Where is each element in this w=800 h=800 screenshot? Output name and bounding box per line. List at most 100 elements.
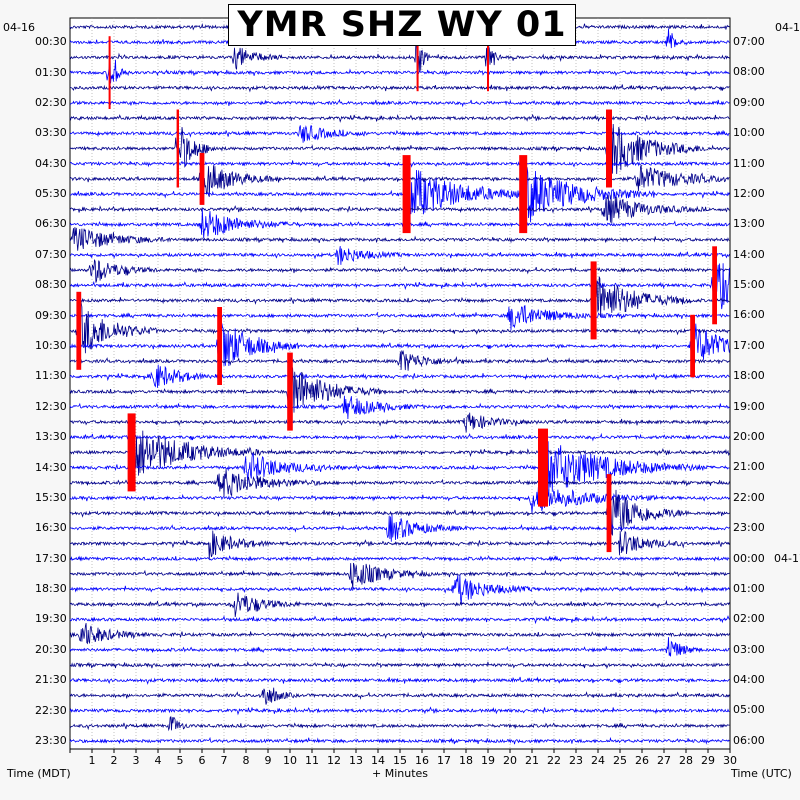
trace-line	[69, 305, 730, 331]
x-tick-label: 10	[283, 754, 297, 767]
x-tick-label: 27	[657, 754, 671, 767]
right-time-label: 11:00	[733, 156, 765, 170]
left-time-label: 03:30	[35, 126, 67, 140]
trace-line	[69, 42, 730, 80]
chart-title: YMR SHZ WY 01	[237, 4, 567, 45]
x-tick-label: 9	[264, 754, 272, 767]
right-start-date: 04-1	[775, 21, 800, 34]
left-time-label: 12:30	[35, 399, 67, 413]
left-start-date: 04-16	[3, 21, 35, 34]
trace-line	[69, 615, 730, 625]
x-tick-label: 8	[242, 754, 250, 767]
trace-line	[69, 706, 730, 716]
x-tick-label: 7	[220, 754, 228, 767]
left-time-label: 07:30	[35, 247, 67, 261]
trace-line	[69, 364, 730, 388]
right-time-label: 18:00	[733, 369, 765, 383]
left-time-label: 10:30	[35, 339, 67, 353]
trace-line	[69, 574, 730, 604]
trace-line	[69, 301, 730, 357]
x-tick-label: 1	[88, 754, 96, 767]
trace-line	[69, 562, 730, 589]
trace-line	[69, 715, 730, 732]
right-time-label: 16:00	[733, 308, 765, 322]
clip-marker	[519, 155, 528, 234]
x-axis-label: + Minutes	[372, 767, 429, 780]
x-tick-label: 29	[701, 754, 715, 767]
clip-marker	[127, 413, 136, 492]
right-time-label: 12:00	[733, 186, 765, 200]
left-time-label: 01:30	[35, 65, 67, 79]
x-tick-label: 20	[503, 754, 517, 767]
x-tick-label: 26	[635, 754, 649, 767]
left-time-label: 15:30	[35, 490, 67, 504]
x-tick-label: 15	[393, 754, 407, 767]
trace-line	[69, 47, 730, 84]
trace-line	[69, 660, 730, 670]
left-time-label: 04:30	[35, 156, 67, 170]
trace-line	[69, 350, 730, 371]
trace-line	[69, 245, 730, 266]
clip-marker	[402, 155, 411, 234]
trace-line	[69, 259, 730, 283]
right-time-label: 05:00	[733, 703, 765, 717]
trace-line	[69, 592, 730, 618]
x-tick-label: 28	[679, 754, 693, 767]
left-time-label: 14:30	[35, 460, 67, 474]
clip-marker	[690, 314, 695, 378]
clip-marker	[199, 152, 205, 205]
x-tick-label: 25	[613, 754, 627, 767]
trace-line	[69, 160, 730, 169]
trace-line	[69, 514, 730, 542]
x-tick-label: 14	[371, 754, 385, 767]
trace-line	[69, 736, 730, 745]
right-time-label: 22:00	[733, 490, 765, 504]
minute-grid	[91, 18, 709, 749]
trace-line	[69, 258, 730, 310]
trace-line	[69, 227, 730, 251]
x-tick-label: 12	[327, 754, 341, 767]
x-tick-label: 6	[198, 754, 206, 767]
clip-marker	[76, 291, 82, 370]
trace-line	[69, 637, 730, 657]
trace-line	[69, 432, 730, 442]
right-time-label: 13:00	[733, 217, 765, 231]
right-time-label: 19:00	[733, 399, 765, 413]
right-date-change-label: 04-17	[774, 551, 800, 565]
clip-marker	[538, 428, 548, 507]
trace-line	[69, 164, 730, 223]
x-tick-label: 11	[305, 754, 319, 767]
x-tick-label: 16	[415, 754, 429, 767]
trace-line	[69, 164, 730, 200]
clip-marker	[176, 109, 179, 188]
x-tick-label: 18	[459, 754, 473, 767]
right-time-label: 21:00	[733, 460, 765, 474]
clip-marker	[606, 474, 612, 553]
trace-line	[69, 469, 730, 497]
seismic-traces	[69, 22, 730, 745]
trace-line	[69, 676, 730, 685]
trace-line	[69, 623, 730, 645]
trace-line	[69, 412, 730, 433]
right-time-label: 14:00	[733, 247, 765, 261]
left-time-label: 20:30	[35, 642, 67, 656]
trace-line	[69, 322, 730, 376]
right-time-label: 20:00	[733, 429, 765, 443]
x-tick-label: 2	[110, 754, 118, 767]
right-time-label: 07:00	[733, 35, 765, 48]
right-time-label: 06:00	[733, 733, 765, 747]
left-time-label: 16:30	[35, 521, 67, 535]
left-axis-label: Time (MDT)	[7, 767, 71, 780]
right-time-label: 01:00	[733, 581, 765, 595]
right-time-label: 03:00	[733, 642, 765, 656]
clipped-events	[76, 23, 717, 553]
left-time-label: 05:30	[35, 187, 67, 201]
x-axis-ticks	[69, 749, 731, 753]
right-time-label: 02:00	[733, 612, 765, 626]
left-time-label: 11:30	[35, 369, 67, 383]
x-tick-label: 5	[176, 754, 184, 767]
right-time-label: 09:00	[733, 95, 765, 109]
trace-line	[69, 489, 730, 537]
left-time-label: 22:30	[35, 703, 67, 717]
